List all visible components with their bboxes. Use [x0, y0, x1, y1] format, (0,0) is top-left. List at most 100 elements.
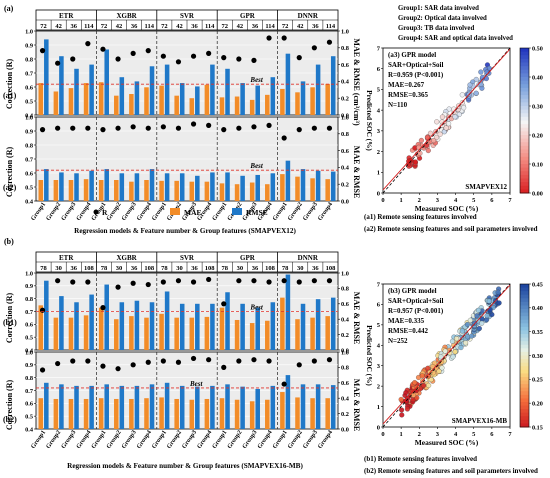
scatter-point	[478, 69, 484, 75]
y-tick-label: 3	[377, 128, 381, 135]
x-tick-label: 0	[381, 197, 384, 204]
r-point	[281, 135, 287, 141]
y-tick-label: 7	[377, 281, 381, 288]
colorbar-cell	[520, 160, 529, 165]
r-point	[145, 125, 151, 131]
model-name: GPR	[240, 254, 256, 262]
rmse-bar	[164, 173, 170, 201]
rmse-bar	[195, 86, 200, 115]
rmse-bar	[104, 284, 109, 350]
rmse-bar	[210, 64, 215, 115]
x-tick-label: 1	[400, 197, 403, 204]
colorbar-cell	[520, 366, 529, 371]
feature-number: 42	[116, 23, 123, 30]
r-point	[145, 48, 151, 54]
colorbar-cell	[520, 319, 529, 324]
scatter-point	[414, 384, 420, 390]
scatter-subtitle: SAR+Optical+Soil	[388, 297, 443, 305]
mae-bar	[129, 316, 134, 350]
fit-line	[382, 284, 511, 425]
scatter-rmse: RMSE=0.365	[388, 91, 428, 99]
rmse-bar	[59, 384, 64, 429]
r-point	[281, 35, 287, 41]
legend-r-label: R	[102, 208, 108, 217]
best-label: Best	[249, 76, 263, 84]
colorbar-cell	[520, 287, 529, 292]
note-a2: (a2) Remote sensing features and soil pa…	[364, 225, 538, 233]
right-tick-label: 0.2	[341, 96, 349, 103]
scatter-point	[463, 340, 469, 346]
right-tick-label: 0.4	[341, 317, 350, 324]
colorbar-cell	[520, 80, 529, 85]
left-tick-label: 0.8	[25, 142, 33, 149]
rmse-bar	[255, 174, 260, 201]
r-point	[39, 367, 46, 373]
colorbar-cell	[520, 116, 529, 121]
colorbar-cell	[520, 77, 529, 82]
mae-bar	[265, 184, 270, 201]
right-tick-label: 0.8	[341, 365, 349, 372]
rmse-bar	[210, 303, 215, 350]
left-tick-label: 0.7	[25, 388, 33, 395]
mae-bar	[325, 398, 330, 429]
rmse-bar	[210, 172, 215, 201]
rmse-bar	[119, 77, 125, 115]
y-tick-label: 1	[377, 170, 380, 177]
model-name: GPR	[240, 12, 256, 20]
mae-bar	[98, 180, 104, 201]
r-point	[190, 355, 197, 362]
scatter-panel-a3: 00 1 1 2 2 3 3 4 4 5 5 6 6 7 7 (a3) GPR model SAR+Optica…	[365, 45, 543, 213]
model-name: XGBR	[116, 254, 137, 262]
r-point	[251, 124, 257, 130]
r-point	[39, 127, 46, 133]
feature-number: 30	[55, 265, 62, 272]
y-tick-label: 4	[377, 343, 381, 350]
mae-bar	[129, 398, 134, 429]
colorbar-cell	[520, 142, 529, 147]
scatter-point	[452, 349, 458, 355]
colorbar-cell	[520, 291, 529, 296]
rmse-bar	[44, 39, 49, 115]
left-tick-label: 0.9	[25, 128, 33, 135]
scatter-point	[425, 148, 431, 154]
r-point	[266, 279, 272, 285]
r-point	[145, 359, 151, 365]
rmse-bar	[59, 172, 64, 201]
r-point	[175, 359, 182, 365]
scatter-point	[412, 159, 418, 165]
bar-panel-a2: 0.40.50.60.70.80.91.00.00.20.40.60.81.0B…	[25, 114, 350, 222]
left-tick-label: 0.6	[25, 322, 33, 329]
left-tick-label: 0.5	[25, 98, 33, 105]
r-point	[326, 357, 333, 363]
rmse-bar	[300, 169, 306, 201]
colorbar-cell	[520, 337, 529, 342]
colorbar-cell	[520, 182, 529, 187]
scatter-point	[421, 383, 427, 389]
mae-bar	[114, 95, 119, 115]
mae-bar	[53, 317, 59, 350]
rmse-bar	[225, 292, 230, 350]
y-tick-label: 0	[377, 424, 380, 431]
row-label-b2: (b2)	[3, 415, 17, 424]
ylabel-b1: Correction (R)	[5, 293, 14, 344]
best-label: Best	[189, 380, 204, 388]
x-tick-label: 5	[472, 197, 476, 204]
rmse-bar	[240, 83, 245, 115]
scatter-point	[436, 368, 442, 374]
x-tick-label: 0	[381, 431, 384, 438]
r-point	[160, 358, 166, 364]
mae-bar	[144, 87, 149, 115]
mae-bar	[114, 398, 119, 429]
mae-bar	[53, 398, 59, 429]
r-point	[251, 278, 257, 284]
colorbar-cell	[520, 305, 529, 310]
mae-bar	[280, 174, 285, 201]
mae-bar	[38, 305, 44, 350]
scatter-point	[418, 137, 424, 143]
model-name: SVR	[180, 12, 195, 20]
colorbar-cell	[520, 423, 529, 428]
scatter-point	[419, 373, 425, 379]
r-point	[160, 53, 166, 59]
scatter-r: R=0.959 (P<0.001)	[388, 71, 444, 79]
feature-number: 36	[312, 265, 319, 272]
